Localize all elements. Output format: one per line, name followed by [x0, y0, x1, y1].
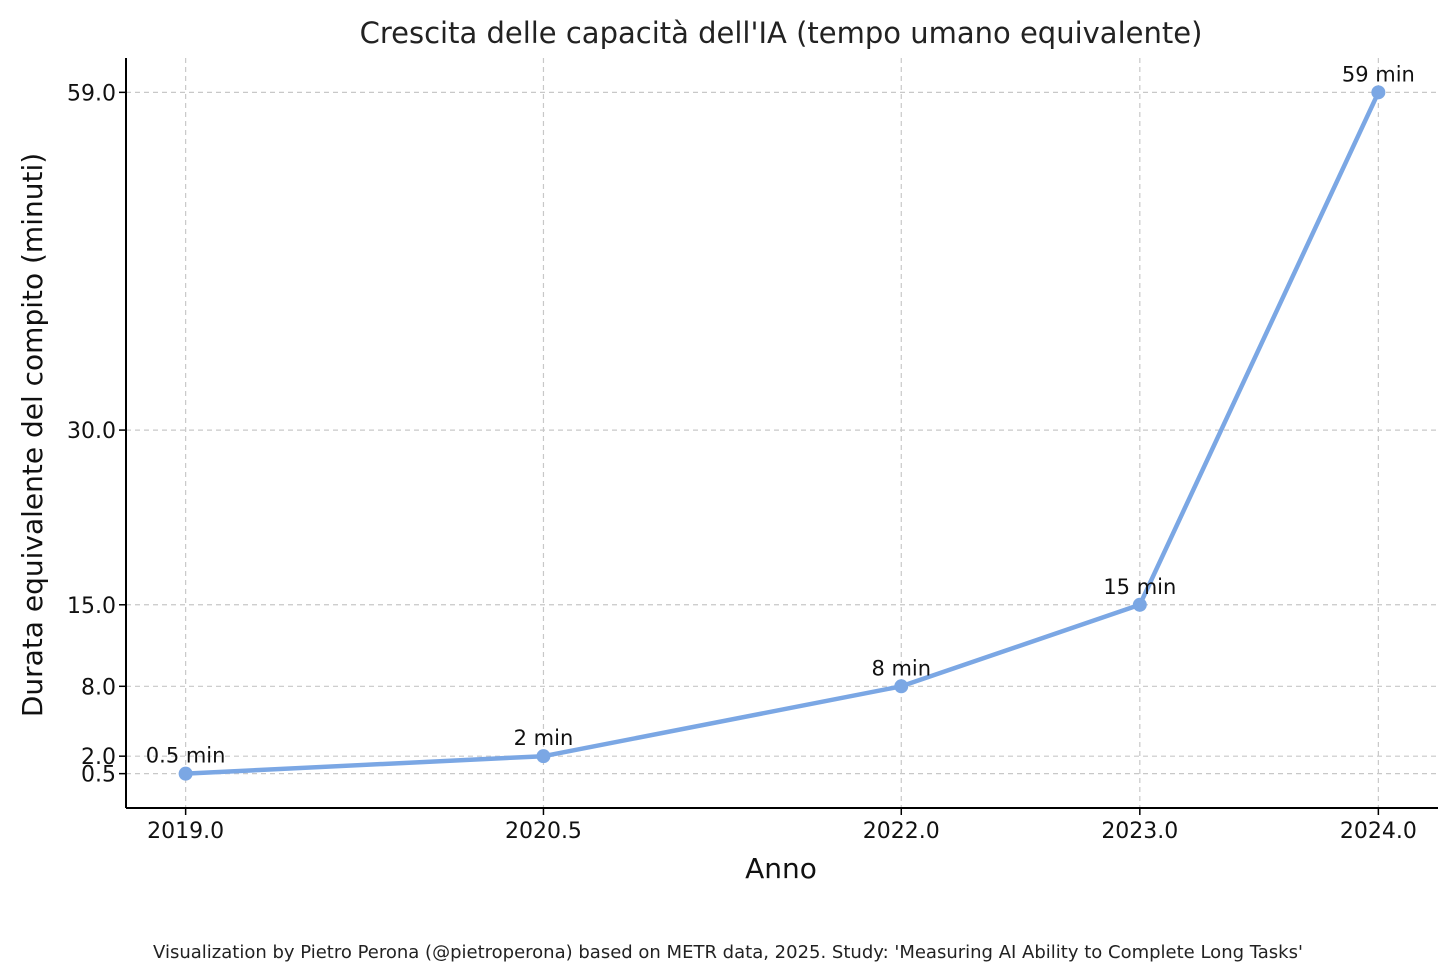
x-tick-label: 2020.5: [505, 819, 582, 844]
data-point-label: 15 min: [1103, 575, 1176, 599]
series-layer: [178, 85, 1386, 781]
y-tick-label: 2.0: [81, 745, 116, 770]
source-caption: Visualization by Pietro Perona (@pietrop…: [153, 942, 1303, 963]
grid-layer: [126, 58, 1438, 808]
y-tick-label: 0.5: [81, 763, 116, 788]
data-point-label: 2 min: [514, 726, 574, 750]
data-point: [178, 766, 193, 781]
x-tick-label: 2023.0: [1101, 819, 1178, 844]
data-point: [1371, 85, 1386, 100]
y-tick-label: 15.0: [67, 594, 116, 619]
y-tick-label: 30.0: [67, 419, 116, 444]
data-point: [894, 679, 909, 694]
y-tick-label: 8.0: [81, 675, 116, 700]
y-tick-label: 59.0: [67, 81, 116, 106]
data-point-label: 0.5 min: [146, 744, 226, 768]
data-point-label: 8 min: [871, 656, 931, 680]
x-axis-title: Anno: [745, 852, 817, 885]
data-point: [1132, 597, 1147, 612]
x-tick-label: 2019.0: [147, 819, 224, 844]
x-tick-label: 2024.0: [1340, 819, 1417, 844]
data-point-label: 59 min: [1342, 62, 1415, 86]
data-point: [536, 749, 551, 764]
chart-title: Crescita delle capacità dell'IA (tempo u…: [360, 16, 1203, 50]
x-tick-label: 2022.0: [863, 819, 940, 844]
label-layer: 0.5 min 2 min 8 min 15 min 59 min: [146, 62, 1415, 767]
series-line: [183, 90, 1381, 776]
y-axis-title: Durata equivalente del compito (minuti): [16, 153, 49, 717]
axis-layer: 2019.0 2020.5 2022.0 2023.0 2024.0 0.52.0 8.0 1…: [67, 58, 1438, 844]
